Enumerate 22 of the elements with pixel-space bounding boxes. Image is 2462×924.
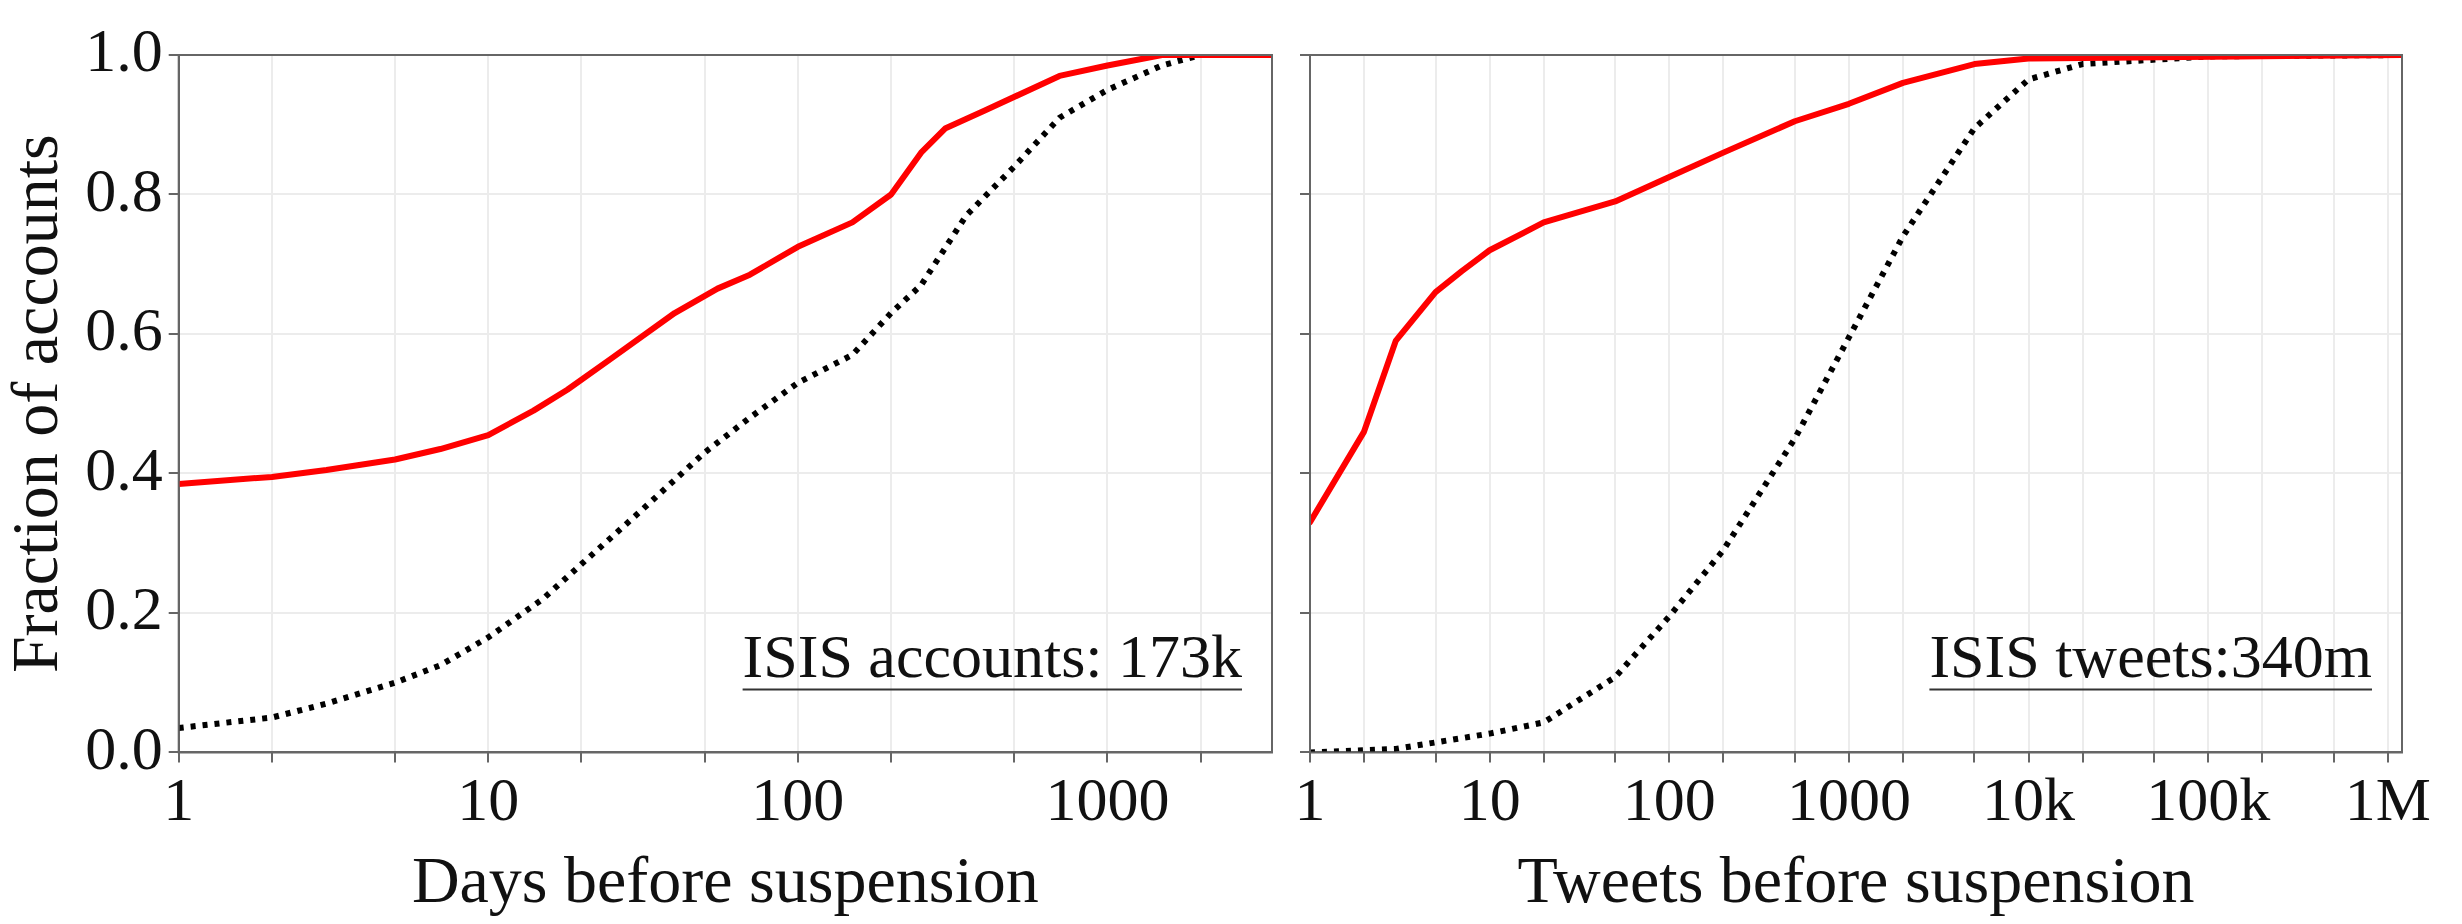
annotation: ISIS tweets:340m — [1929, 622, 2372, 691]
y-tick-label: 0.4 — [85, 434, 163, 503]
x-tick-label: 10k — [1982, 764, 2076, 833]
y-tick-label: 0.2 — [85, 574, 163, 643]
y-tick-label: 0.0 — [85, 713, 163, 782]
x-tick-label: 1000 — [1786, 764, 1911, 833]
x-tick-label: 100k — [2146, 764, 2271, 833]
x-axis-title: Days before suspension — [411, 842, 1039, 916]
x-tick-label: 1M — [2344, 764, 2431, 833]
x-tick-label: 1 — [1294, 764, 1326, 833]
x-tick-label: 1 — [163, 764, 195, 833]
x-axis-title: Tweets before suspension — [1517, 842, 2195, 916]
y-tick-label: 0.8 — [85, 155, 163, 224]
x-tick-label: 1000 — [1045, 764, 1170, 833]
x-tick-label: 10 — [1458, 764, 1521, 833]
x-tick-label: 100 — [751, 764, 845, 833]
annotation: ISIS accounts: 173k — [742, 622, 1242, 691]
y-axis-title: Fraction of accounts — [0, 134, 71, 674]
y-tick-label: 0.6 — [85, 295, 163, 364]
y-tick-label: 1.0 — [85, 16, 163, 85]
x-tick-label: 100 — [1622, 764, 1716, 833]
x-tick-label: 10 — [457, 764, 520, 833]
